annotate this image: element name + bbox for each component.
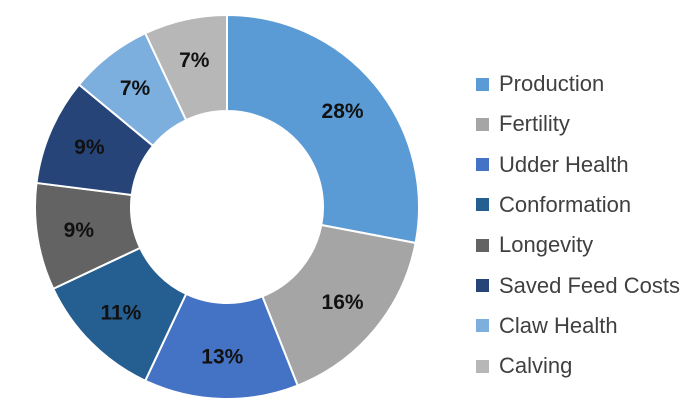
data-label-conformation: 11%	[100, 302, 141, 325]
legend-swatch	[476, 117, 489, 131]
legend-swatch	[476, 359, 489, 373]
legend-label: Calving	[499, 353, 573, 379]
legend-label: Saved Feed Costs	[499, 272, 680, 298]
data-label-saved-feed-costs: 9%	[74, 136, 105, 159]
legend-item-claw-health: Claw Health	[476, 312, 618, 340]
legend-item-longevity: Longevity	[476, 231, 593, 259]
data-label-longevity: 9%	[64, 219, 95, 242]
data-labels: 28% 16% 13% 11% 9% 9% 7% 7%	[64, 49, 364, 368]
legend-label: Claw Health	[499, 312, 618, 338]
legend-swatch	[476, 279, 489, 292]
data-label-udder-health: 13%	[201, 345, 243, 368]
legend-item-calving: Calving	[476, 352, 572, 380]
legend-label: Fertility	[499, 111, 570, 137]
legend-item-saved-feed-costs: Saved Feed Costs	[476, 272, 680, 300]
donut-chart: 28% 16% 13% 11% 9% 9% 7% 7%	[34, 13, 420, 400]
legend-item-production: Production	[476, 70, 604, 98]
legend-item-conformation: Conformation	[476, 191, 631, 219]
donut-slices	[34, 13, 420, 400]
data-label-claw-health: 7%	[120, 77, 151, 100]
slice-fertility	[261, 223, 417, 387]
legend-swatch	[476, 238, 489, 252]
legend-item-fertility: Fertility	[476, 110, 570, 138]
legend-label: Udder Health	[499, 151, 629, 177]
legend-label: Longevity	[499, 232, 594, 258]
data-label-production: 28%	[322, 100, 364, 123]
slice-production	[226, 13, 420, 245]
legend-label: Production	[499, 71, 605, 96]
data-label-fertility: 16%	[322, 291, 364, 314]
data-label-calving: 7%	[179, 49, 210, 72]
legend-swatch	[476, 198, 489, 212]
legend-item-udder-health: Udder Health	[476, 151, 629, 179]
slice-calving	[143, 13, 228, 122]
legend-swatch	[476, 158, 489, 172]
legend-swatch	[476, 319, 489, 333]
legend-label: Conformation	[499, 191, 632, 217]
legend-swatch	[476, 77, 489, 91]
